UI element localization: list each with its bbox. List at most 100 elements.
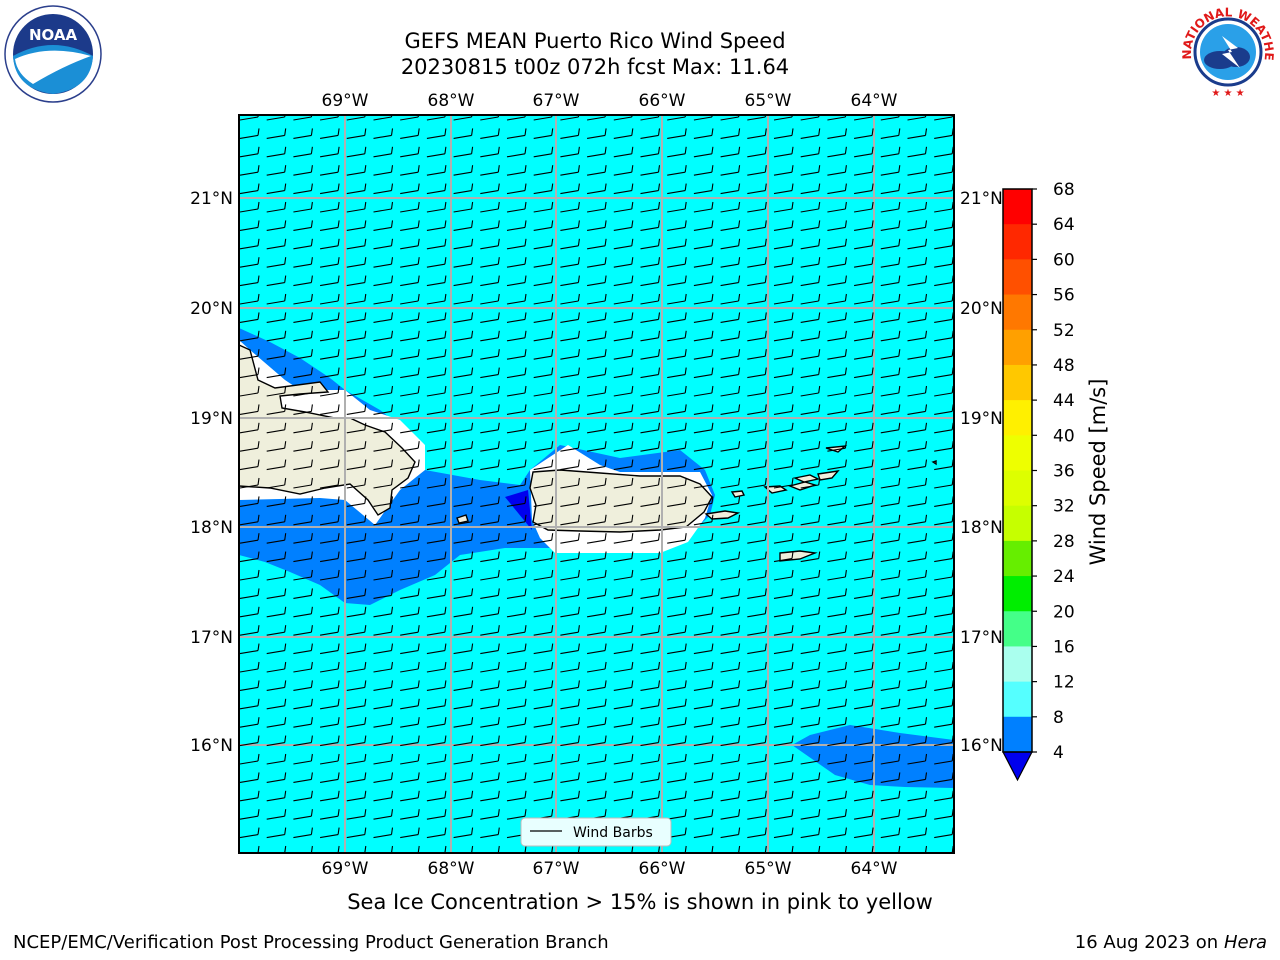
wind-barb [400,717,420,728]
wind-barb [361,845,367,853]
wind-barb [747,459,767,471]
wind-barb [907,625,928,636]
wind-barb [868,845,874,853]
colorbar-tick-label: 56 [1053,286,1075,306]
colorbar-label: Wind Speed [m/s] [1086,379,1110,566]
wind-barb [373,330,394,342]
chart-title: GEFS MEAN Puerto Rico Wind Speed [404,29,786,53]
wind-barb [266,459,287,471]
colorbar-segment [1003,576,1032,612]
lat-label-right: 17°N [960,628,1003,648]
wind-barb [346,477,367,489]
wind-barb [747,293,767,305]
wind-barb [667,257,687,268]
wind-barb [587,385,607,397]
wind-barb [854,238,874,250]
wind-barb [747,735,767,747]
wind-barb [560,496,580,507]
wind-barb [480,588,500,599]
wind-barb [320,569,340,581]
wind-barb [373,477,394,489]
wind-barb [373,496,394,507]
wind-barb [533,238,554,250]
wind-barb [293,404,313,415]
wind-barb [560,201,580,213]
wind-barb [373,680,394,691]
wind-barb [480,680,500,691]
colorbar-segment [1003,400,1032,436]
colorbar-segment [1003,329,1032,366]
wind-barb [266,551,287,563]
wind-barb [506,183,527,195]
wind-barb [854,698,874,710]
wind-barb [773,698,794,710]
wind-barb [506,146,527,158]
wind-barb [587,606,607,618]
wind-barb [880,680,901,691]
colorbar: 68 64 60 56 52 48 44 40 36 32 28 24 20 16 12 8 4 [1002,180,1075,782]
wind-barb [266,680,287,691]
wind-barb [453,625,474,636]
colorbar-tick-label: 64 [1053,215,1075,235]
wind-barb [480,643,500,655]
wind-barb [587,588,607,599]
wind-barb [346,790,367,802]
wind-barb [854,275,874,287]
wind-barb [346,404,367,415]
legend-label: Wind Barbs [573,825,653,841]
wind-barb [747,661,767,673]
wind-barb [426,422,447,434]
colorbar-segment [1003,189,1032,225]
wind-barb [293,606,313,618]
wind-barb [346,809,367,820]
wind-barb [400,753,420,765]
wind-barb [640,551,661,563]
wind-barb [880,661,901,673]
wind-barb [426,183,447,195]
wind-barb [320,201,340,213]
wind-barb [453,569,474,581]
wind-barb [880,625,901,636]
wind-barb [506,330,527,342]
wind-barb [239,661,260,673]
caption: Sea Ice Concentration > 15% is shown in … [347,890,933,914]
culebra-island [730,490,746,498]
wind-barb [693,606,714,618]
wind-barb [613,238,634,250]
wind-barb [480,220,500,231]
wind-barb [854,496,874,507]
wind-barb [480,312,500,323]
wind-barb [854,588,874,599]
wind-barb [854,661,874,673]
wind-barb [827,404,847,415]
wind-barb [907,238,928,250]
colorbar-segment [1003,646,1032,683]
wind-barb [773,625,794,636]
wind-barb [293,569,313,581]
colorbar-tick-label: 24 [1053,567,1075,587]
wind-barb [720,220,741,231]
wind-barb [613,625,634,636]
wind-barb [773,514,794,526]
wind-barb [266,753,287,765]
wind-barb [720,293,741,305]
wind-barb [613,404,634,415]
wind-barb [548,845,554,853]
wind-barb [720,385,741,397]
wind-barb [587,625,607,636]
wind-barb [506,385,527,397]
wind-barb [373,661,394,673]
wind-barb [400,569,420,581]
wind-barb [320,385,340,397]
wind-barb [880,220,901,231]
wind-barb [587,349,607,360]
colorbar-tick-label: 68 [1053,180,1075,200]
wind-barb [800,293,821,305]
wind-barb [601,845,607,853]
wind-barb [667,165,687,176]
wind-barb [880,827,901,839]
virgin-islands-1 [763,485,788,494]
wind-barb [560,385,580,397]
wind-barb [613,349,634,360]
colorbar-segment [1003,470,1032,507]
